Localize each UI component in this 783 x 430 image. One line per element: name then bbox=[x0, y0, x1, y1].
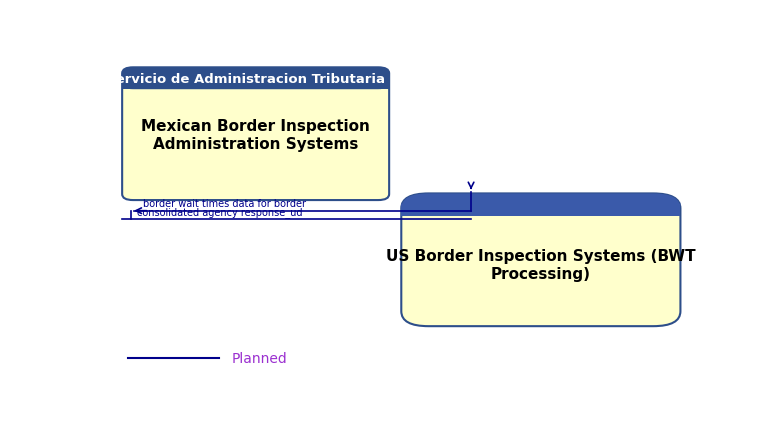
Text: US Border Inspection Systems (BWT
Processing): US Border Inspection Systems (BWT Proces… bbox=[386, 249, 695, 281]
FancyBboxPatch shape bbox=[402, 194, 680, 216]
Bar bbox=[122, 78, 389, 90]
Text: consolidated agency response_ud: consolidated agency response_ud bbox=[137, 206, 303, 218]
FancyBboxPatch shape bbox=[402, 194, 680, 326]
Text: Planned: Planned bbox=[232, 351, 287, 365]
Text: Servicio de Administracion Tributaria ...: Servicio de Administracion Tributaria ..… bbox=[106, 73, 405, 86]
FancyBboxPatch shape bbox=[122, 68, 389, 200]
Text: border wait times data for border: border wait times data for border bbox=[143, 199, 306, 209]
Bar bbox=[402, 204, 680, 216]
FancyBboxPatch shape bbox=[122, 68, 389, 90]
Text: Mexican Border Inspection
Administration Systems: Mexican Border Inspection Administration… bbox=[141, 119, 370, 151]
